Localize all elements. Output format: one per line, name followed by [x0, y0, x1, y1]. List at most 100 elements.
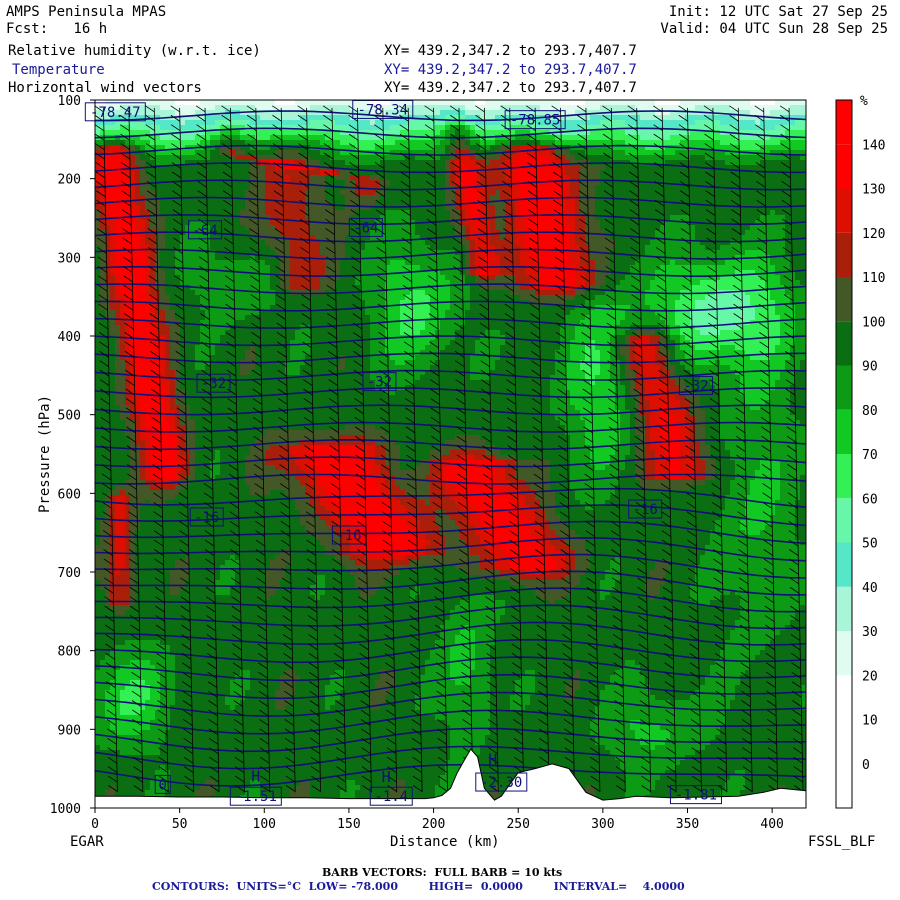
- rh-cell: [545, 175, 551, 181]
- rh-cell: [315, 130, 321, 136]
- rh-cell: [195, 155, 201, 161]
- rh-cell: [540, 200, 546, 206]
- rh-cell: [515, 245, 521, 251]
- rh-cell: [785, 160, 791, 166]
- rh-cell: [330, 245, 336, 251]
- rh-cell: [100, 255, 106, 261]
- rh-cell: [775, 260, 781, 266]
- rh-cell: [565, 235, 571, 241]
- rh-cell: [270, 155, 276, 161]
- rh-cell: [785, 205, 791, 211]
- rh-cell: [590, 260, 596, 266]
- rh-cell: [625, 205, 631, 211]
- rh-cell: [355, 215, 361, 221]
- rh-cell: [130, 210, 136, 216]
- rh-cell: [210, 235, 216, 241]
- rh-cell: [185, 200, 191, 206]
- rh-cell: [265, 200, 271, 206]
- rh-cell: [200, 240, 206, 246]
- rh-cell: [215, 165, 221, 171]
- rh-cell: [555, 120, 561, 126]
- rh-cell: [95, 190, 101, 196]
- rh-cell: [305, 100, 311, 106]
- rh-cell: [220, 130, 226, 136]
- rh-cell: [705, 130, 711, 136]
- rh-cell: [405, 250, 411, 256]
- rh-cell: [110, 210, 116, 216]
- rh-cell: [295, 160, 301, 166]
- rh-cell: [245, 155, 251, 161]
- rh-cell: [440, 110, 446, 116]
- rh-cell: [105, 235, 111, 241]
- rh-cell: [235, 210, 241, 216]
- rh-cell: [755, 230, 761, 236]
- rh-cell: [575, 175, 581, 181]
- rh-cell: [285, 155, 291, 161]
- rh-cell: [490, 160, 496, 166]
- rh-cell: [105, 240, 111, 246]
- rh-cell: [570, 250, 576, 256]
- rh-cell: [555, 235, 561, 241]
- rh-cell: [430, 240, 436, 246]
- rh-cell: [355, 195, 361, 201]
- rh-cell: [720, 235, 726, 241]
- rh-cell: [390, 170, 396, 176]
- rh-cell: [770, 210, 776, 216]
- rh-cell: [735, 235, 741, 241]
- rh-cell: [575, 110, 581, 116]
- rh-cell: [715, 145, 721, 151]
- rh-cell: [340, 235, 346, 241]
- rh-cell: [395, 105, 401, 111]
- rh-cell: [375, 195, 381, 201]
- rh-cell: [225, 260, 231, 266]
- rh-cell: [270, 270, 276, 276]
- rh-cell: [690, 180, 696, 186]
- rh-cell: [330, 265, 336, 271]
- rh-cell: [470, 195, 476, 201]
- rh-cell: [565, 265, 571, 271]
- rh-cell: [255, 240, 261, 246]
- rh-cell: [305, 140, 311, 146]
- rh-cell: [180, 135, 186, 141]
- rh-cell: [415, 210, 421, 216]
- rh-cell: [665, 140, 671, 146]
- rh-cell: [255, 115, 261, 121]
- rh-cell: [200, 115, 206, 121]
- rh-cell: [645, 245, 651, 251]
- rh-cell: [720, 230, 726, 236]
- rh-cell: [765, 230, 771, 236]
- rh-cell: [125, 250, 131, 256]
- rh-cell: [260, 175, 266, 181]
- rh-cell: [790, 115, 796, 121]
- rh-cell: [110, 110, 116, 116]
- rh-cell: [635, 110, 641, 116]
- rh-cell: [95, 205, 101, 211]
- rh-cell: [415, 125, 421, 131]
- rh-cell: [640, 190, 646, 196]
- rh-cell: [440, 225, 446, 231]
- rh-cell: [200, 180, 206, 186]
- rh-cell: [445, 170, 451, 176]
- rh-cell: [245, 130, 251, 136]
- rh-cell: [695, 215, 701, 221]
- rh-cell: [530, 185, 536, 191]
- rh-cell: [645, 260, 651, 266]
- rh-cell: [195, 215, 201, 221]
- rh-cell: [615, 170, 621, 176]
- rh-cell: [165, 125, 171, 131]
- rh-cell: [135, 265, 141, 271]
- rh-cell: [345, 260, 351, 266]
- rh-cell: [520, 270, 526, 276]
- rh-cell: [345, 180, 351, 186]
- rh-cell: [755, 190, 761, 196]
- rh-cell: [670, 260, 676, 266]
- rh-cell: [670, 180, 676, 186]
- rh-cell: [575, 125, 581, 131]
- rh-cell: [800, 205, 806, 211]
- rh-cell: [300, 110, 306, 116]
- rh-cell: [680, 165, 686, 171]
- rh-cell: [515, 220, 521, 226]
- rh-cell: [260, 115, 266, 121]
- rh-cell: [360, 190, 366, 196]
- rh-cell: [545, 125, 551, 131]
